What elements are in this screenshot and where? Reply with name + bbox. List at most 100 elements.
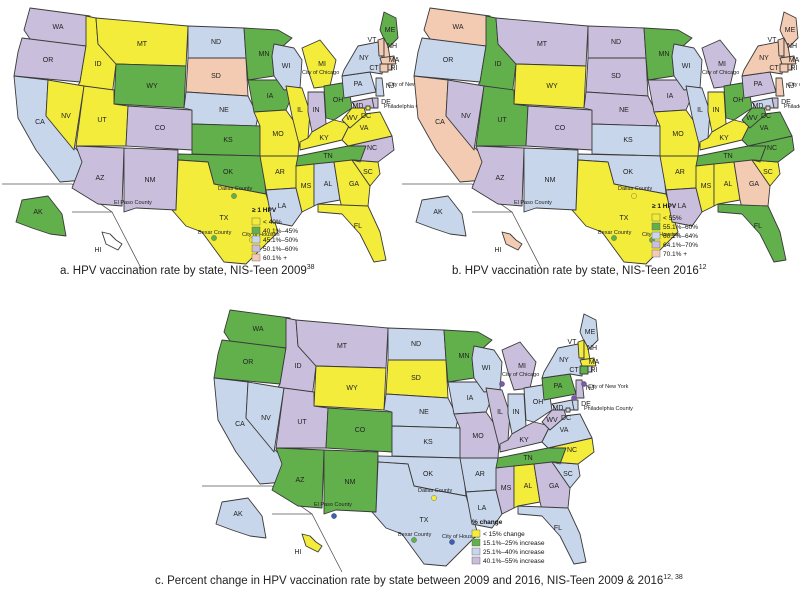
- state-label-wa: WA: [52, 24, 63, 31]
- state-label-wi: WI: [482, 365, 491, 372]
- state-label-il: IL: [297, 107, 303, 114]
- state-label-in: IN: [313, 107, 320, 114]
- state-label-ri: RI: [791, 65, 798, 72]
- state-label-sd: SD: [611, 73, 621, 80]
- legend-label-4: 70.1% +: [663, 251, 687, 258]
- state-ct: [379, 63, 389, 73]
- state-label-ok: OK: [223, 169, 233, 176]
- city-label-elpaso: El Paso County: [514, 200, 552, 206]
- state-ri: [387, 63, 393, 71]
- state-label-ma: MA: [389, 57, 400, 64]
- state-label-me: ME: [385, 27, 396, 34]
- state-label-ky: KY: [719, 135, 729, 142]
- state-label-me: ME: [585, 329, 596, 336]
- state-ms: [495, 465, 515, 515]
- caption-a-ref: 38: [306, 264, 315, 271]
- state-label-nc: NC: [367, 145, 377, 152]
- city-label-newyork: City of New York: [788, 82, 800, 88]
- state-label-ia: IA: [667, 93, 674, 100]
- state-ma: [579, 357, 597, 367]
- city-label-philadelphia: Philadelphia County: [584, 406, 633, 412]
- legend-swatch-3: [471, 556, 481, 565]
- state-label-de: DE: [581, 401, 591, 408]
- state-ma: [379, 55, 397, 65]
- state-label-nc: NC: [767, 145, 777, 152]
- state-label-nh: NH: [787, 43, 797, 50]
- state-label-mt: MT: [137, 41, 148, 48]
- city-label-elpaso: El Paso County: [114, 200, 152, 206]
- map-a-svg: WA OR CA ID NV MT WY UT CO AZ NM ND SD NE KS OK TX MN IA MO…: [2, 7, 433, 271]
- legend-label-1: 55.1%–60%: [663, 224, 698, 231]
- state-md: [751, 97, 775, 109]
- legend-label-4: 60.1% +: [263, 255, 287, 262]
- state-label-nj: NJ: [786, 83, 795, 90]
- state-label-ca: CA: [435, 119, 445, 126]
- state-label-ak: AK: [33, 209, 43, 216]
- city-dot-dallas: [231, 193, 237, 199]
- legend-swatch-1: [651, 222, 661, 231]
- legend-label-3: 64.1%–70%: [663, 242, 698, 249]
- state-label-al: AL: [324, 181, 333, 188]
- state-label-pa: PA: [354, 81, 363, 88]
- caption-c-text: c. Percent change in HPV vaccination rat…: [155, 574, 664, 587]
- state-label-sc: SC: [363, 169, 373, 176]
- state-label-ut: UT: [297, 419, 307, 426]
- city-label-philadelphia: Philadelphia County: [784, 104, 800, 110]
- legend-label-1: 40.1%–45%: [263, 228, 298, 235]
- state-label-or: OR: [443, 57, 454, 64]
- state-label-wy: WY: [346, 385, 358, 392]
- inset-line-hi: [72, 211, 143, 271]
- state-label-az: AZ: [96, 175, 106, 182]
- state-wv: [341, 107, 367, 129]
- state-label-in: IN: [713, 107, 720, 114]
- state-label-ks: KS: [423, 439, 433, 446]
- state-label-ms: MS: [701, 183, 712, 190]
- cities: City of Chicago City of New York Philadelp…: [514, 70, 800, 243]
- state-label-mt: MT: [537, 41, 548, 48]
- inset-line-hi: [472, 211, 543, 271]
- legend-swatch-4: [651, 249, 661, 258]
- legend-label-2: 45.1%–50%: [263, 237, 298, 244]
- legend-label-0: < 55%: [663, 215, 682, 222]
- state-la: [465, 489, 503, 529]
- city-label-houston: City of Houston: [442, 534, 480, 540]
- state-label-sd: SD: [411, 375, 421, 382]
- state-label-co: CO: [355, 427, 366, 434]
- state-label-la: LA: [678, 203, 687, 210]
- state-label-co: CO: [155, 125, 166, 132]
- legend-label-2: 25.1%–40% increase: [483, 549, 545, 556]
- state-label-or: OR: [243, 359, 254, 366]
- state-nv: [45, 79, 85, 151]
- state-label-ma: MA: [589, 359, 600, 366]
- state-ms: [295, 163, 315, 213]
- state-label-va: VA: [360, 125, 369, 132]
- state-label-id: ID: [295, 363, 302, 370]
- state-label-mi: MI: [518, 363, 526, 370]
- state-nj: [775, 77, 785, 97]
- map-c-svg: WA OR CA ID NV MT WY UT CO AZ NM ND SD NE KS OK TX MN IA MO…: [202, 309, 633, 573]
- state-nv: [445, 79, 485, 151]
- state-nv: [245, 381, 285, 453]
- state-label-hi: HI: [295, 549, 302, 556]
- state-wv: [741, 107, 767, 129]
- state-label-ca: CA: [35, 119, 45, 126]
- state-label-ut: UT: [97, 117, 107, 124]
- state-label-sc: SC: [563, 471, 573, 478]
- state-label-md: MD: [353, 103, 364, 110]
- state-label-va: VA: [760, 125, 769, 132]
- city-label-dallas: Dallas County: [218, 186, 252, 192]
- state-label-vt: VT: [568, 339, 578, 346]
- state-ct: [779, 63, 789, 73]
- state-ak: [15, 195, 67, 237]
- state-label-nd: ND: [411, 341, 421, 348]
- map-b: WA OR CA ID NV MT WY UT CO AZ NM ND SD NE KS OK TX MN IA MO…: [402, 0, 800, 271]
- state-hi: [501, 231, 523, 251]
- state-label-ak: AK: [233, 511, 243, 518]
- state-label-mn: MN: [659, 51, 670, 58]
- state-nm: [523, 147, 579, 213]
- state-label-ky: KY: [319, 135, 329, 142]
- state-label-ks: KS: [623, 137, 633, 144]
- legend-title: % change: [472, 519, 503, 526]
- legend-swatch-0: [471, 529, 481, 538]
- city-label-bexar: Bexar County: [598, 230, 632, 236]
